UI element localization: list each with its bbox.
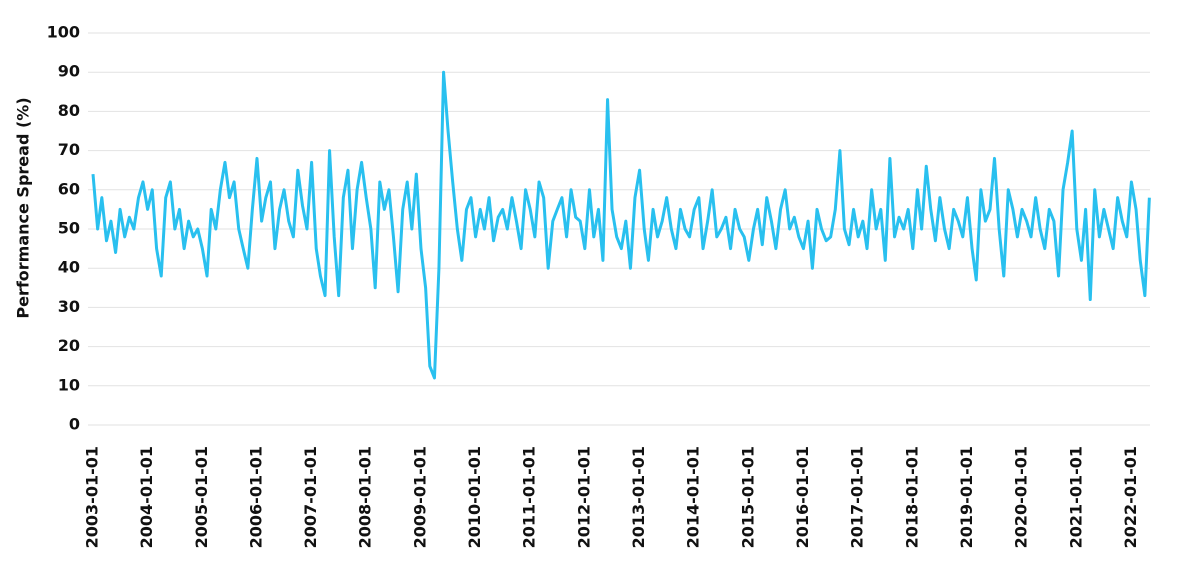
x-tick-label: 2020-01-01	[1012, 446, 1031, 548]
x-tick-label: 2015-01-01	[738, 446, 757, 548]
y-tick-label: 90	[58, 62, 80, 81]
y-tick-label: 0	[69, 415, 80, 434]
y-tick-label: 80	[58, 101, 80, 120]
y-tick-label: 100	[47, 23, 80, 42]
y-tick-label: 70	[58, 140, 80, 159]
x-tick-label: 2019-01-01	[957, 446, 976, 548]
x-tick-label: 2009-01-01	[410, 446, 429, 548]
x-tick-label: 2004-01-01	[137, 446, 156, 548]
x-tick-label: 2016-01-01	[793, 446, 812, 548]
data-line	[91, 70, 1151, 380]
x-tick-label: 2005-01-01	[192, 446, 211, 548]
y-tick-label: 30	[58, 297, 80, 316]
x-tick-label: 2022-01-01	[1121, 446, 1140, 548]
x-tick-label: 2003-01-01	[83, 446, 102, 548]
x-tick-label: 2008-01-01	[356, 446, 375, 548]
x-tick-label: 2017-01-01	[848, 446, 867, 548]
y-tick-label: 40	[58, 258, 80, 277]
x-tick-label: 2013-01-01	[629, 446, 648, 548]
x-tick-label: 2014-01-01	[684, 446, 703, 548]
y-tick-label: 60	[58, 179, 80, 198]
x-tick-label: 2012-01-01	[574, 446, 593, 548]
y-axis-label: Performance Spread (%)	[14, 97, 33, 318]
x-tick-label: 2010-01-01	[465, 446, 484, 548]
x-tick-label: 2021-01-01	[1066, 446, 1085, 548]
x-tick-label: 2007-01-01	[301, 446, 320, 548]
x-tick-label: 2011-01-01	[520, 446, 539, 548]
y-tick-label: 20	[58, 336, 80, 355]
x-tick-label: 2018-01-01	[902, 446, 921, 548]
y-tick-label: 10	[58, 375, 80, 394]
y-tick-label: 50	[58, 219, 80, 238]
x-tick-label: 2006-01-01	[246, 446, 265, 548]
